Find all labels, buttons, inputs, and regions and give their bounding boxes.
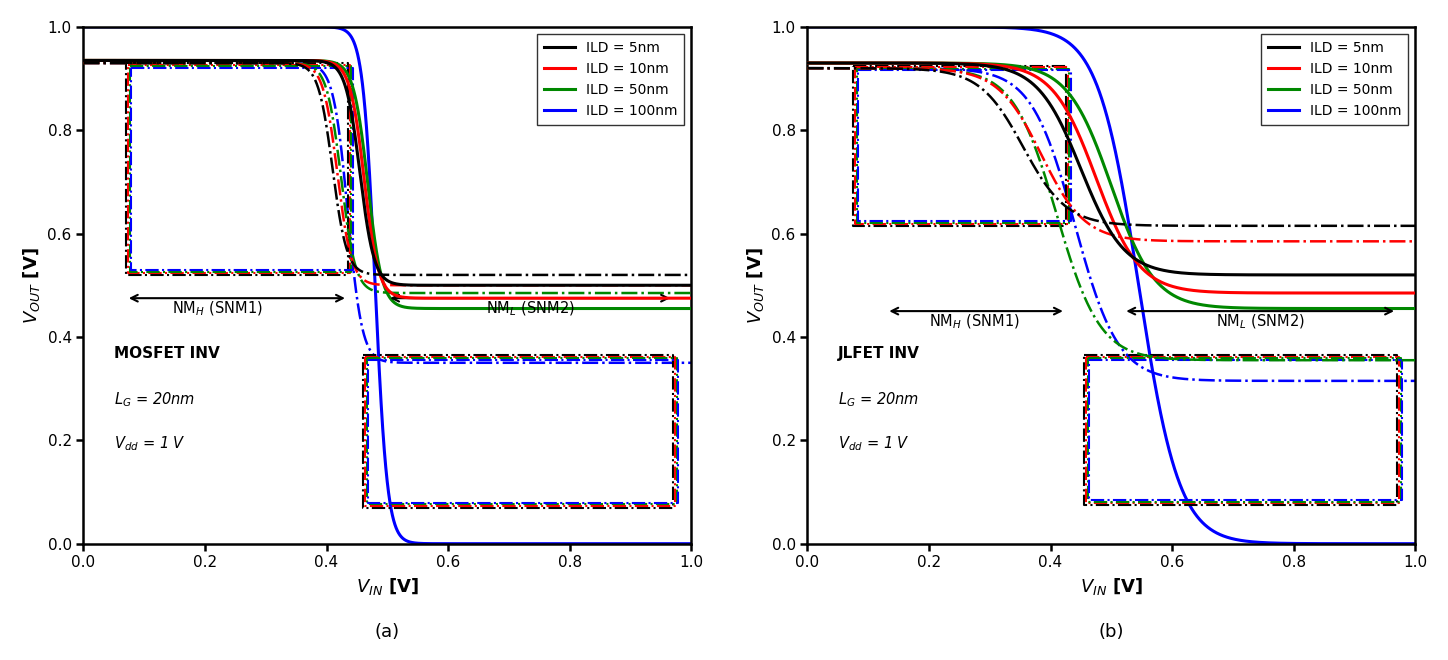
X-axis label: $V_{IN}$ [V]: $V_{IN}$ [V] bbox=[356, 576, 418, 597]
Text: NM$_H$ (SNM1): NM$_H$ (SNM1) bbox=[172, 300, 262, 318]
Text: $V_{dd}$ = 1 V: $V_{dd}$ = 1 V bbox=[838, 434, 909, 453]
Text: NM$_L$ (SNM2): NM$_L$ (SNM2) bbox=[1216, 313, 1305, 331]
Legend: ILD = 5nm, ILD = 10nm, ILD = 50nm, ILD = 100nm: ILD = 5nm, ILD = 10nm, ILD = 50nm, ILD =… bbox=[537, 34, 683, 125]
Text: (a): (a) bbox=[375, 623, 400, 641]
Legend: ILD = 5nm, ILD = 10nm, ILD = 50nm, ILD = 100nm: ILD = 5nm, ILD = 10nm, ILD = 50nm, ILD =… bbox=[1261, 34, 1407, 125]
Y-axis label: $V_{OUT}$ [V]: $V_{OUT}$ [V] bbox=[744, 247, 766, 323]
Text: (b): (b) bbox=[1099, 623, 1124, 641]
Text: $L_G$ = 20nm: $L_G$ = 20nm bbox=[114, 390, 195, 409]
Text: $L_G$ = 20nm: $L_G$ = 20nm bbox=[838, 390, 919, 409]
Text: NM$_L$ (SNM2): NM$_L$ (SNM2) bbox=[485, 300, 575, 318]
Text: JLFET INV: JLFET INV bbox=[838, 346, 919, 360]
Text: $V_{dd}$ = 1 V: $V_{dd}$ = 1 V bbox=[114, 434, 185, 453]
Y-axis label: $V_{OUT}$ [V]: $V_{OUT}$ [V] bbox=[20, 247, 42, 323]
Text: NM$_H$ (SNM1): NM$_H$ (SNM1) bbox=[930, 313, 1019, 331]
X-axis label: $V_{IN}$ [V]: $V_{IN}$ [V] bbox=[1080, 576, 1142, 597]
Text: MOSFET INV: MOSFET INV bbox=[114, 346, 220, 360]
